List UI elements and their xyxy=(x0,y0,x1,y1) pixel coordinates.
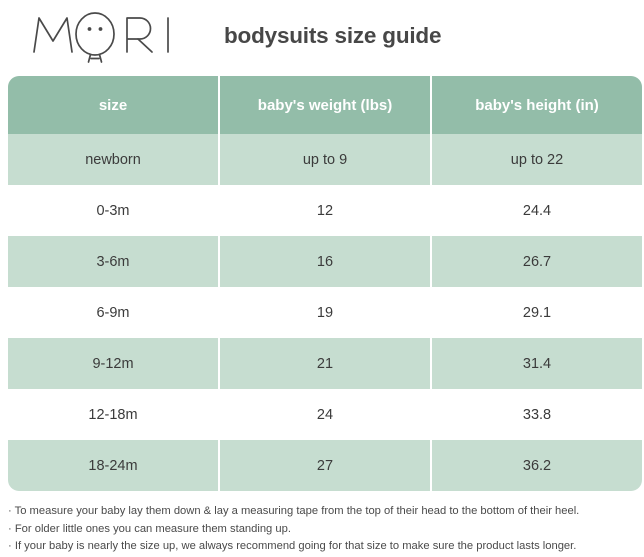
cell-size: 6-9m xyxy=(8,287,218,338)
cell-size: 0-3m xyxy=(8,185,218,236)
cell-height: 33.8 xyxy=(432,389,642,440)
size-guide-table: size baby's weight (lbs) baby's height (… xyxy=(6,76,644,491)
cell-weight: 12 xyxy=(220,185,430,236)
cell-size: 12-18m xyxy=(8,389,218,440)
note-line: · For older little ones you can measure … xyxy=(8,522,291,535)
cell-weight: 16 xyxy=(220,236,430,287)
cell-height: 31.4 xyxy=(432,338,642,389)
cell-height: 24.4 xyxy=(432,185,642,236)
table-row: newborn up to 9 up to 22 xyxy=(8,134,642,185)
measurement-notes: · To measure your baby lay them down & l… xyxy=(8,503,638,556)
table-header-row: size baby's weight (lbs) baby's height (… xyxy=(8,76,642,134)
table-body: newborn up to 9 up to 22 0-3m 12 24.4 3-… xyxy=(8,134,642,491)
column-header-weight: baby's weight (lbs) xyxy=(220,76,430,134)
table-header: size baby's weight (lbs) baby's height (… xyxy=(8,76,642,134)
cell-size: 3-6m xyxy=(8,236,218,287)
table-row: 6-9m 19 29.1 xyxy=(8,287,642,338)
cell-weight: 21 xyxy=(220,338,430,389)
table-row: 0-3m 12 24.4 xyxy=(8,185,642,236)
cell-height: up to 22 xyxy=(432,134,642,185)
cell-weight: up to 9 xyxy=(220,134,430,185)
cell-size: newborn xyxy=(8,134,218,185)
cell-height: 26.7 xyxy=(432,236,642,287)
cell-weight: 24 xyxy=(220,389,430,440)
table-row: 18-24m 27 36.2 xyxy=(8,440,642,491)
cell-size: 18-24m xyxy=(8,440,218,491)
mori-logo xyxy=(33,12,169,63)
note-line: · To measure your baby lay them down & l… xyxy=(8,505,580,517)
cell-height: 29.1 xyxy=(432,287,642,338)
page-header: bodysuits size guide xyxy=(0,0,644,72)
table-row: 9-12m 21 31.4 xyxy=(8,338,642,389)
cell-height: 36.2 xyxy=(432,440,642,491)
table-row: 3-6m 16 26.7 xyxy=(8,236,642,287)
size-table-container: size baby's weight (lbs) baby's height (… xyxy=(6,76,642,491)
note-line: · If your baby is nearly the size up, we… xyxy=(8,540,577,552)
cell-size: 9-12m xyxy=(8,338,218,389)
column-header-size: size xyxy=(8,76,218,134)
table-row: 12-18m 24 33.8 xyxy=(8,389,642,440)
page-title: bodysuits size guide xyxy=(224,23,442,48)
cell-weight: 27 xyxy=(220,440,430,491)
column-header-height: baby's height (in) xyxy=(432,76,642,134)
cell-weight: 19 xyxy=(220,287,430,338)
